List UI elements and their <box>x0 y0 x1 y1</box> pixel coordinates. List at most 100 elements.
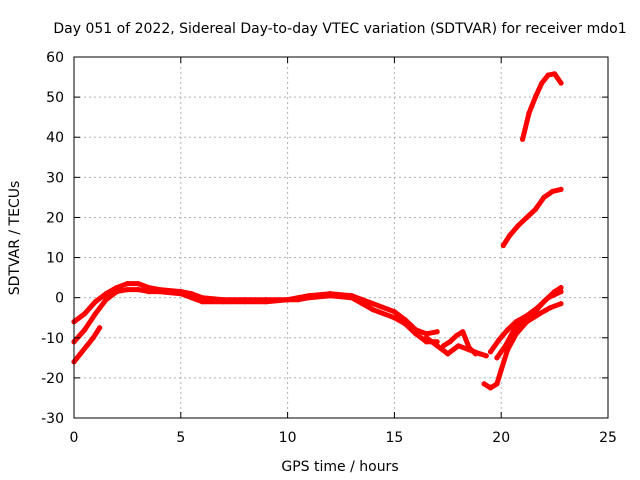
data-point <box>92 311 98 317</box>
data-point <box>539 80 545 86</box>
data-point <box>472 351 479 357</box>
data-point <box>487 385 494 391</box>
plot-frame <box>73 56 609 419</box>
data-point <box>434 329 440 335</box>
data-point <box>423 335 430 341</box>
data-point <box>477 351 483 357</box>
data-point <box>199 299 205 305</box>
data-point <box>295 297 301 303</box>
data-point <box>507 232 513 239</box>
data-point <box>306 295 312 301</box>
data-point <box>494 355 500 361</box>
data-point <box>558 186 564 192</box>
data-point <box>549 188 556 194</box>
data-point <box>453 333 459 339</box>
data-point <box>103 297 109 303</box>
data-point <box>524 214 530 221</box>
data-point <box>391 309 397 315</box>
data-point <box>413 331 419 337</box>
x-tick-label: 5 <box>176 430 185 446</box>
data-point <box>537 311 543 317</box>
y-tick-label: 30 <box>46 170 64 186</box>
y-tick-label: 60 <box>46 50 64 66</box>
chart-title: Day 051 of 2022, Sidereal Day-to-day VTE… <box>53 21 626 37</box>
data-point <box>434 343 440 349</box>
data-point <box>82 327 88 333</box>
data-point <box>505 327 511 333</box>
data-point <box>124 281 130 287</box>
data-point <box>513 319 519 325</box>
data-point <box>135 287 141 293</box>
data-point <box>242 299 248 305</box>
data-point <box>530 311 536 317</box>
data-point <box>146 289 152 295</box>
data-point <box>532 206 538 213</box>
data-point <box>541 194 547 200</box>
data-point <box>558 80 564 86</box>
data-point <box>494 381 500 387</box>
data-point <box>124 287 130 293</box>
series-arc-dip-22 <box>481 301 564 391</box>
data-point <box>511 327 517 333</box>
y-tick-label: 20 <box>46 210 64 226</box>
data-point <box>487 349 494 355</box>
data-point <box>263 299 269 305</box>
x-axis-label: GPS time / hours <box>281 459 398 475</box>
data-point <box>519 319 526 325</box>
data-point <box>114 289 120 295</box>
x-tick-label: 10 <box>279 430 297 446</box>
y-tick-label: -20 <box>41 371 64 387</box>
x-tick-label: 15 <box>385 430 403 446</box>
y-axis-label: SDTVAR / TECUs <box>7 181 23 296</box>
y-tick-label: 50 <box>46 90 64 106</box>
data-point <box>558 301 564 307</box>
data-point <box>92 299 98 305</box>
axis-ticks: 0 5 10 15 20 25 -30 -20 -10 0 10 20 30 40 50 60 <box>41 50 617 446</box>
data-point <box>496 337 502 343</box>
x-tick-label: 20 <box>492 430 510 446</box>
data-point <box>370 307 376 313</box>
x-tick-label: 0 <box>70 430 79 446</box>
data-point <box>370 301 376 307</box>
data-point <box>447 339 453 345</box>
data-point <box>349 295 355 301</box>
y-tick-label: 40 <box>46 130 64 146</box>
data-point <box>532 94 538 100</box>
data-point <box>84 343 90 349</box>
data-point <box>502 343 509 349</box>
data-point <box>135 281 141 287</box>
data-point <box>327 293 333 299</box>
data-point <box>285 297 291 303</box>
data-point <box>359 301 365 307</box>
data-point <box>77 351 84 357</box>
data-point <box>545 72 551 78</box>
data-point <box>402 321 408 327</box>
data-point <box>391 315 397 321</box>
data-point <box>90 335 96 341</box>
data-point <box>460 329 466 335</box>
data-point <box>519 136 526 142</box>
data-point <box>515 222 521 229</box>
data-point <box>220 299 227 305</box>
data-point <box>455 343 462 349</box>
y-tick-label: 0 <box>55 291 64 307</box>
data-point <box>547 305 553 311</box>
data-point <box>103 291 109 297</box>
data-point <box>445 351 451 357</box>
data-point <box>178 291 184 297</box>
data-point <box>558 285 564 291</box>
data-point <box>423 331 430 337</box>
data-point <box>541 299 547 305</box>
data-point <box>156 289 163 295</box>
y-tick-label: -10 <box>41 331 64 347</box>
x-tick-label: 25 <box>599 430 617 446</box>
data-point <box>552 289 558 295</box>
data-point <box>526 110 532 116</box>
data-point <box>500 242 506 249</box>
data-point <box>483 353 489 359</box>
data-point <box>466 345 472 351</box>
data-point <box>188 295 195 301</box>
y-tick-label: -30 <box>41 411 64 427</box>
